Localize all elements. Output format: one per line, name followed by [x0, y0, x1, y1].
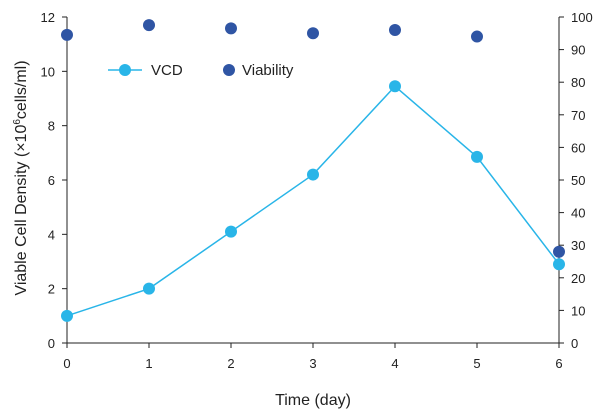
right-y-tick-label: 90 — [571, 43, 585, 58]
legend-vcd-marker — [119, 64, 131, 76]
x-axis-title: Time (day) — [275, 392, 351, 409]
left-y-tick-label: 8 — [48, 119, 55, 134]
right-y-tick-label: 60 — [571, 140, 585, 155]
series-line-vcd — [66, 85, 560, 317]
right-y-tick-label: 20 — [571, 271, 585, 286]
data-point-vcd — [307, 168, 319, 181]
left-y-tick-label: 10 — [41, 64, 55, 79]
data-point-viability — [307, 27, 319, 40]
left-y-tick-label: 4 — [48, 227, 55, 242]
data-point-viability — [389, 24, 401, 37]
x-tick-label: 6 — [555, 356, 562, 371]
data-point-vcd — [471, 150, 483, 163]
legend-viability-marker — [223, 64, 235, 76]
left-y-axis-title-tail: cells/ml) — [13, 60, 30, 119]
legend: VCD Viability — [108, 62, 294, 79]
left-y-tick-label: 2 — [48, 282, 55, 297]
right-y-tick-label: 50 — [571, 173, 585, 188]
x-axis-ticks: 0 1 2 3 4 5 6 — [63, 343, 563, 371]
right-y-axis-ticks: 0 10 20 30 40 50 60 70 80 90 100 — [559, 10, 593, 351]
legend-viability-label: Viability — [242, 62, 294, 79]
legend-item-vcd: VCD — [108, 62, 183, 79]
left-y-axis-title-superscript: 6 — [12, 119, 23, 125]
data-point-vcd — [553, 258, 565, 271]
left-y-tick-label: 12 — [41, 10, 55, 25]
x-tick-label: 4 — [391, 356, 398, 371]
legend-vcd-label: VCD — [151, 62, 183, 79]
right-y-tick-label: 0 — [571, 336, 578, 351]
series-layer — [61, 19, 565, 322]
right-y-tick-label: 100 — [571, 10, 593, 25]
x-tick-label: 0 — [63, 356, 70, 371]
left-y-axis-title: Viable Cell Density (×106cells/ml) — [12, 60, 30, 295]
data-point-viability — [61, 28, 73, 41]
series-vcd — [61, 80, 565, 322]
data-point-vcd — [225, 225, 237, 238]
left-y-axis-title-main: Viable Cell Density (×10 — [13, 125, 30, 296]
x-tick-label: 5 — [473, 356, 480, 371]
data-point-vcd — [389, 80, 401, 93]
series-viability — [61, 19, 565, 258]
data-point-viability — [143, 19, 155, 32]
x-tick-label: 1 — [145, 356, 152, 371]
right-y-tick-label: 80 — [571, 75, 585, 90]
data-point-viability — [471, 30, 483, 43]
left-y-tick-label: 6 — [48, 173, 55, 188]
x-tick-label: 3 — [309, 356, 316, 371]
left-y-tick-label: 0 — [48, 336, 55, 351]
right-y-tick-label: 10 — [571, 303, 585, 318]
legend-item-viability: Viability — [223, 62, 294, 79]
x-tick-label: 2 — [227, 356, 234, 371]
left-y-axis-ticks: 0 2 4 6 8 10 12 — [41, 10, 67, 351]
data-point-viability — [553, 245, 565, 258]
data-point-vcd — [143, 282, 155, 295]
right-y-tick-label: 40 — [571, 206, 585, 221]
data-point-viability — [225, 22, 237, 35]
right-y-tick-label: 30 — [571, 238, 585, 253]
right-y-tick-label: 70 — [571, 108, 585, 123]
data-point-vcd — [61, 309, 73, 322]
